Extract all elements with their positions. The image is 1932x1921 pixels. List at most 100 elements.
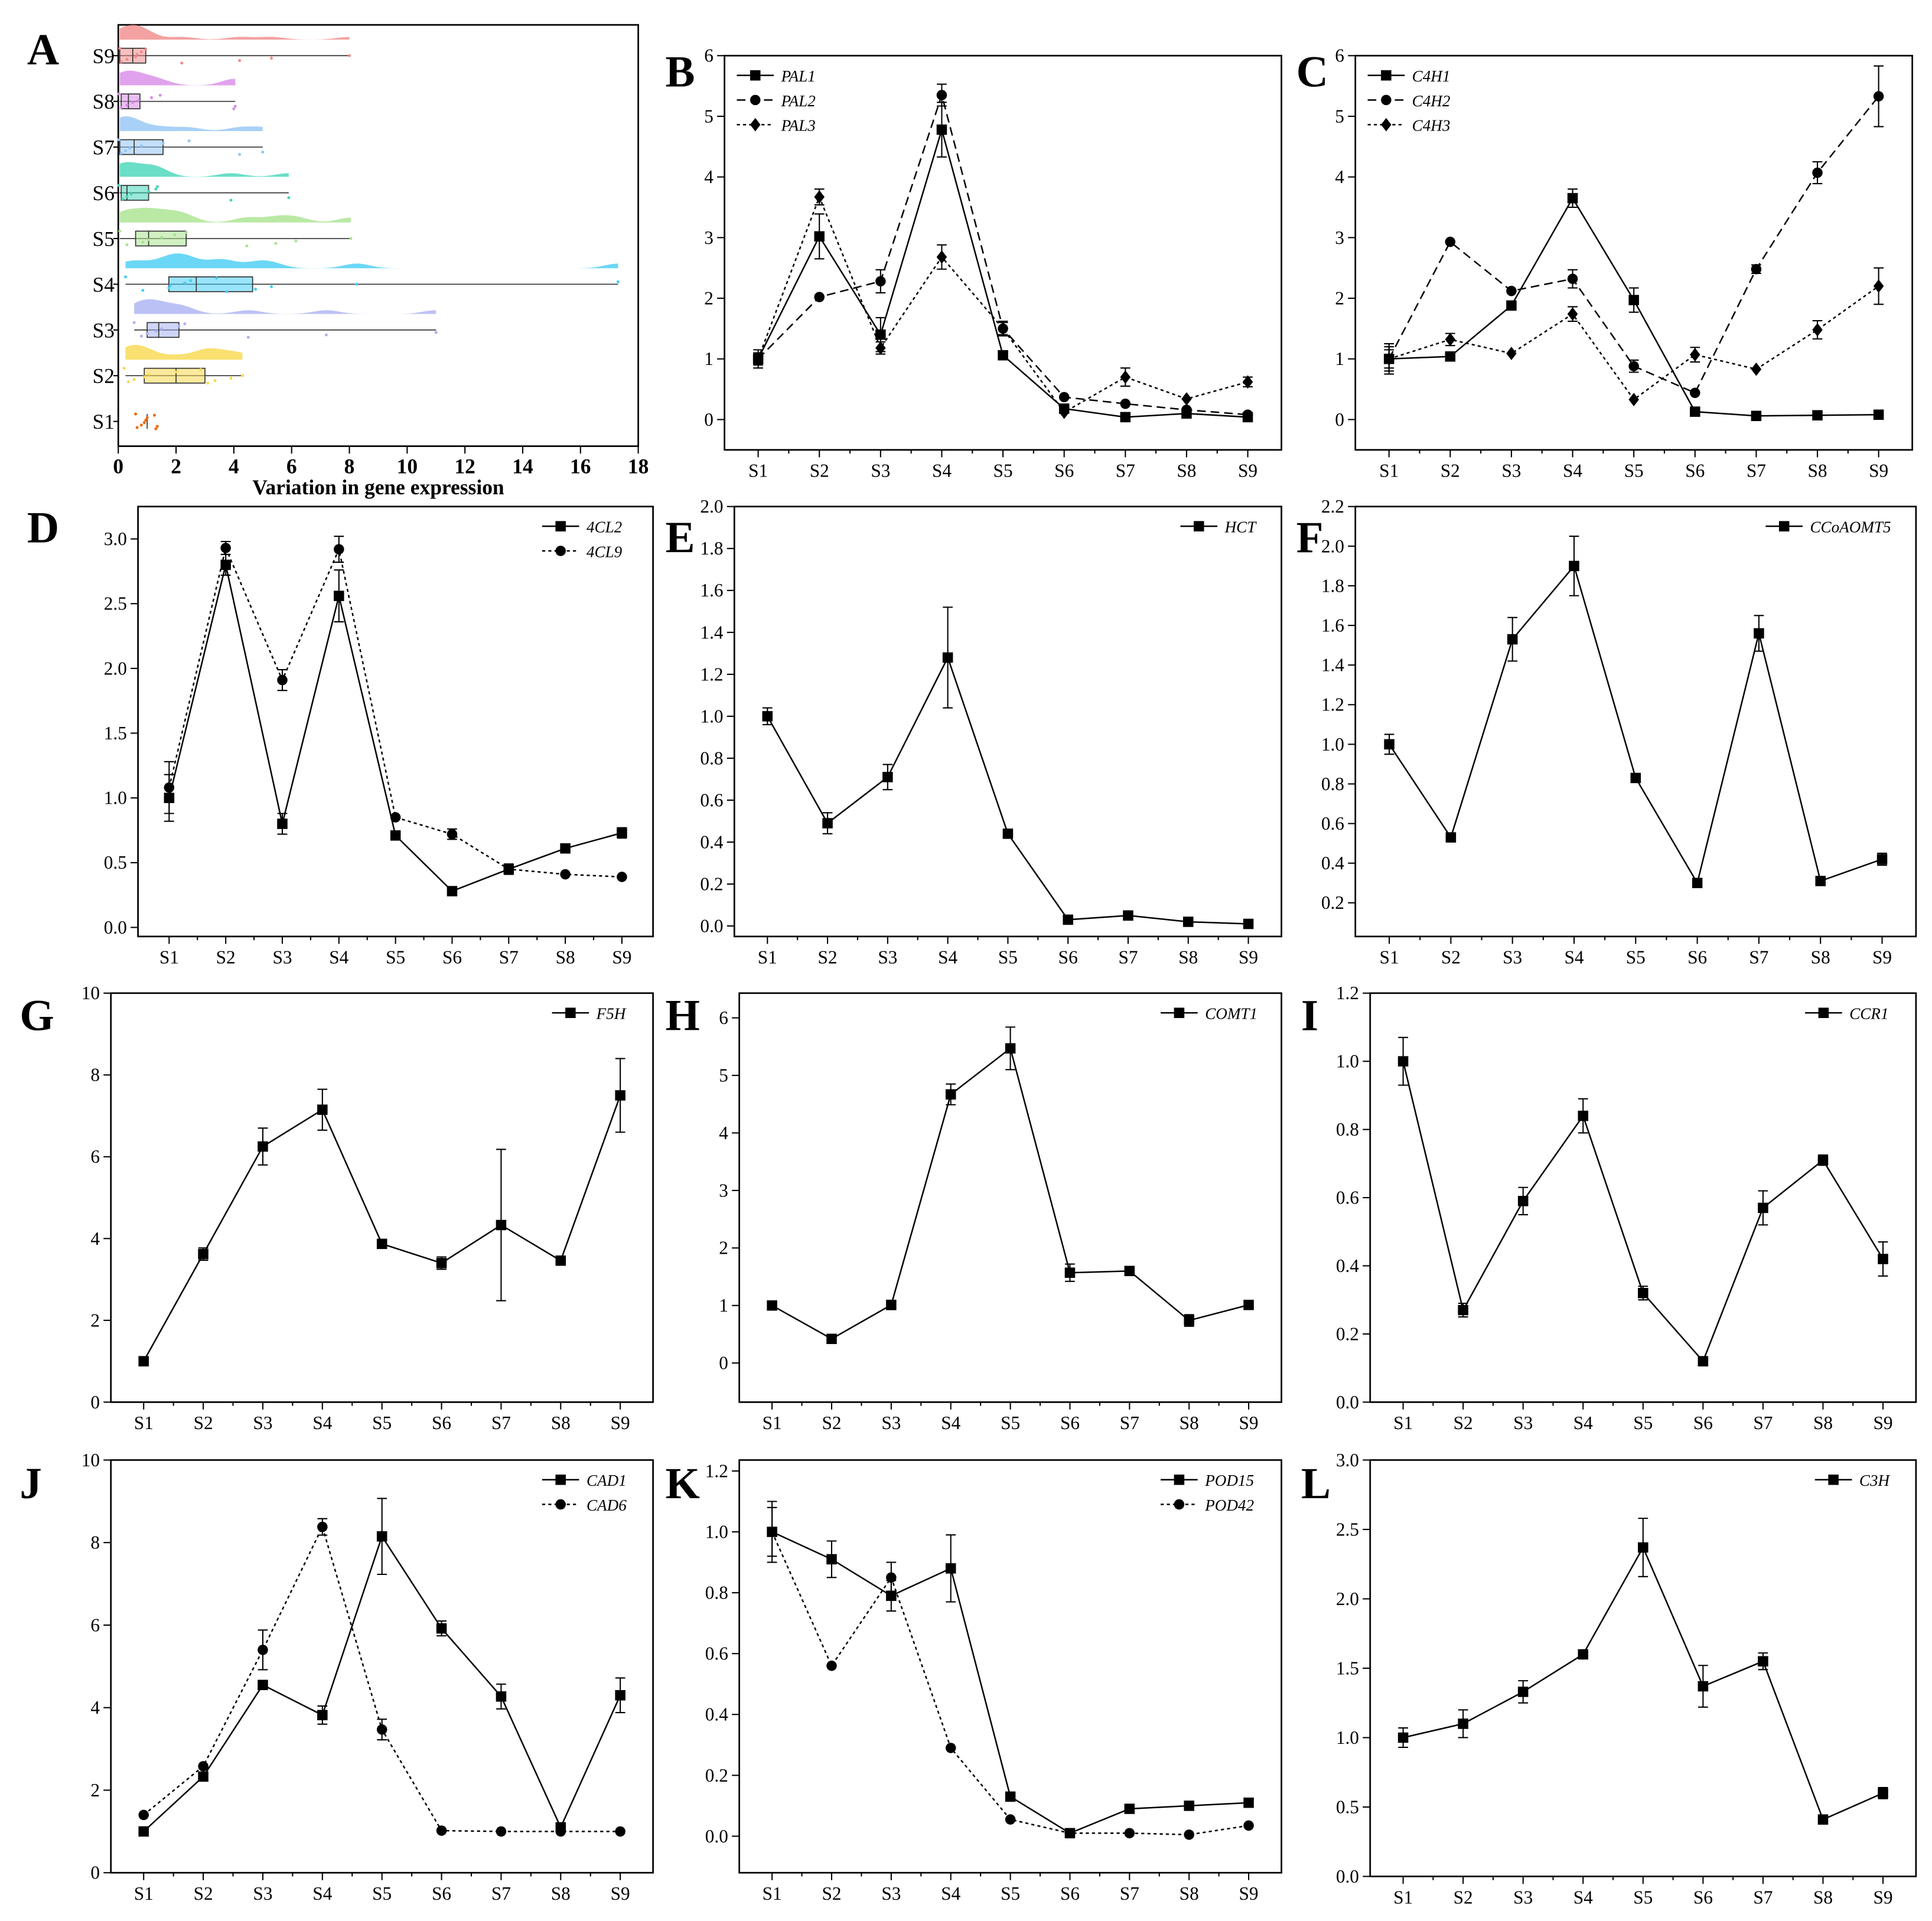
panel-B: B 0 1 2 3 4 5 6 S1 S2 S3 S4 S5 S6 S7 S8 S9 PAL1 PAL2 PAL3 (665, 45, 1282, 481)
data-point (147, 190, 151, 193)
y-tick-label: 0 (1335, 409, 1344, 430)
x-tick-label: S5 (998, 947, 1018, 968)
y-tick-label: 0.0 (705, 1826, 728, 1847)
data-point-square (1063, 914, 1073, 925)
data-point (135, 53, 139, 56)
data-point (118, 47, 122, 50)
legend-label: CAD6 (587, 1496, 627, 1514)
x-tick-label: S8 (1180, 1883, 1199, 1904)
data-point-square (436, 1623, 447, 1634)
data-point-diamond (1751, 362, 1762, 376)
data-point (324, 333, 328, 337)
data-point-square (1064, 1267, 1076, 1278)
y-tick-label: 1.0 (1321, 734, 1344, 755)
data-point-square (1124, 1266, 1135, 1277)
data-point (128, 146, 132, 150)
data-point-square (496, 1219, 507, 1231)
legend-label: 4CL9 (587, 543, 623, 560)
x-tick-label: S6 (442, 947, 462, 968)
series-line (757, 195, 1248, 413)
data-point (139, 144, 143, 148)
data-point-diamond (1058, 405, 1070, 419)
data-point (349, 237, 353, 240)
data-point-square (615, 1090, 625, 1101)
data-point-square (1243, 1299, 1254, 1310)
legend-label: POD42 (1204, 1496, 1254, 1514)
data-point (355, 282, 359, 286)
data-point-circle (814, 292, 825, 302)
group-S7: S7 (93, 116, 265, 159)
data-point-square (1458, 1718, 1468, 1729)
data-point (125, 243, 129, 246)
data-point-square (447, 886, 458, 896)
x-tick-label: S6 (1693, 1413, 1713, 1433)
data-point (274, 242, 278, 245)
data-point (269, 285, 273, 289)
x-tick-label: S2 (1454, 1413, 1473, 1433)
y-tick-label: 1.4 (700, 622, 723, 642)
x-tick-label: S5 (1633, 1887, 1653, 1907)
y-tick-label: 5 (704, 106, 713, 126)
x-tick-label: S4 (938, 947, 957, 968)
data-point (145, 416, 149, 419)
x-tick-label: S5 (1001, 1413, 1020, 1433)
x-tick-label: S2 (810, 461, 829, 481)
data-point (123, 149, 127, 152)
data-point (142, 421, 146, 425)
data-point-diamond (750, 118, 761, 132)
data-point-square (1876, 854, 1888, 865)
x-tick-label: S6 (1054, 461, 1074, 481)
panel-label: L (1301, 1459, 1331, 1508)
data-point-circle (376, 1724, 387, 1735)
x-tick-label: S1 (134, 1413, 154, 1433)
y-tick-label: 1.0 (1336, 1051, 1359, 1072)
x-tick-label: S9 (611, 1883, 630, 1904)
data-point-square (1817, 1814, 1829, 1825)
density-half-violin (119, 70, 236, 86)
y-tick-label: 4 (90, 1697, 100, 1718)
series-F5H (138, 1058, 625, 1366)
data-point-diamond (752, 352, 764, 366)
data-point-square (1828, 1475, 1839, 1485)
data-point-diamond (814, 190, 825, 204)
data-point (161, 142, 165, 145)
data-point (229, 376, 233, 380)
series-line (168, 565, 623, 892)
data-point (180, 61, 184, 65)
data-point-square (750, 70, 761, 81)
data-point-diamond (1381, 118, 1392, 132)
y-tick-label: 0.5 (1336, 1796, 1359, 1817)
density-half-violin (125, 345, 243, 360)
data-point-circle (138, 1809, 149, 1821)
x-tick-label: S5 (1001, 1883, 1020, 1904)
data-point-square (1517, 1196, 1529, 1206)
data-point-square (1243, 918, 1254, 929)
data-point-square (565, 1007, 576, 1018)
y-tick-label: 0.4 (1321, 853, 1344, 873)
data-point-square (198, 1248, 208, 1260)
x-tick-label: S8 (1178, 947, 1198, 968)
x-tick-label: S1 (763, 1413, 782, 1433)
data-point (119, 60, 123, 64)
data-point-circle (1058, 392, 1070, 403)
series-C4H2 (1383, 65, 1884, 399)
data-point-circle (1242, 409, 1253, 420)
y-tick-label: 0.6 (700, 790, 723, 810)
y-tick-label: 0.8 (705, 1583, 728, 1603)
data-point-square (1445, 832, 1457, 843)
data-point-square (436, 1258, 447, 1268)
data-point (189, 279, 193, 282)
data-point-circle (617, 872, 627, 882)
x-tick-label: S8 (556, 947, 575, 968)
data-point-square (1754, 628, 1764, 639)
data-point-square (1630, 772, 1641, 784)
density-half-violin (119, 207, 351, 223)
y-tick-label: 2.0 (1336, 1589, 1359, 1609)
data-point-diamond (998, 322, 1008, 335)
x-tick-label: S8 (1813, 1887, 1833, 1907)
data-point (177, 325, 181, 328)
y-category-label: S8 (93, 90, 115, 113)
data-point (142, 375, 146, 379)
data-point-circle (886, 1572, 897, 1583)
